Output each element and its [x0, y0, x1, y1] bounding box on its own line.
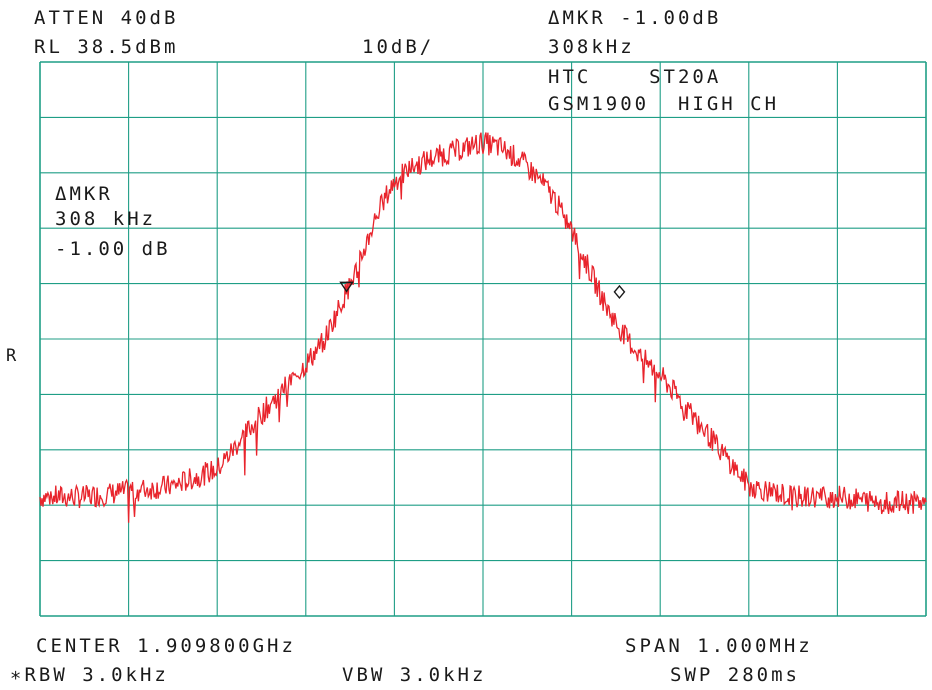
marker-diamond-icon — [613, 284, 626, 300]
marker-box-value: -1.00 dB — [55, 238, 171, 260]
sweep-label: SWP 280ms — [670, 664, 800, 686]
spectrum-trace — [39, 132, 927, 523]
device-line-1: HTC ST20A — [548, 66, 722, 88]
center-frequency: CENTER 1.909800GHz — [36, 635, 296, 657]
marker-box-freq: 308 kHz — [55, 208, 157, 230]
ref-level-label: RL 38.5dBm — [34, 36, 179, 58]
span-label: SPAN 1.000MHz — [625, 635, 813, 657]
marker-delta-label: ΔMKR -1.00dB — [548, 7, 722, 29]
scale-label: 10dB/ — [362, 36, 435, 58]
vbw-label: VBW 3.0kHz — [342, 664, 487, 686]
side-label: R — [6, 346, 20, 366]
rbw-label: ∗RBW 3.0kHz — [10, 664, 169, 686]
atten-label: ATTEN 40dB — [34, 7, 179, 29]
marker-triangle-icon — [339, 281, 354, 293]
marker-delta-freq: 308kHz — [548, 36, 635, 58]
marker-box-label: ΔMKR — [55, 183, 113, 205]
graticule-grid — [39, 61, 927, 617]
device-line-2: GSM1900 HIGH CH — [548, 93, 780, 115]
marker-group — [339, 281, 626, 300]
